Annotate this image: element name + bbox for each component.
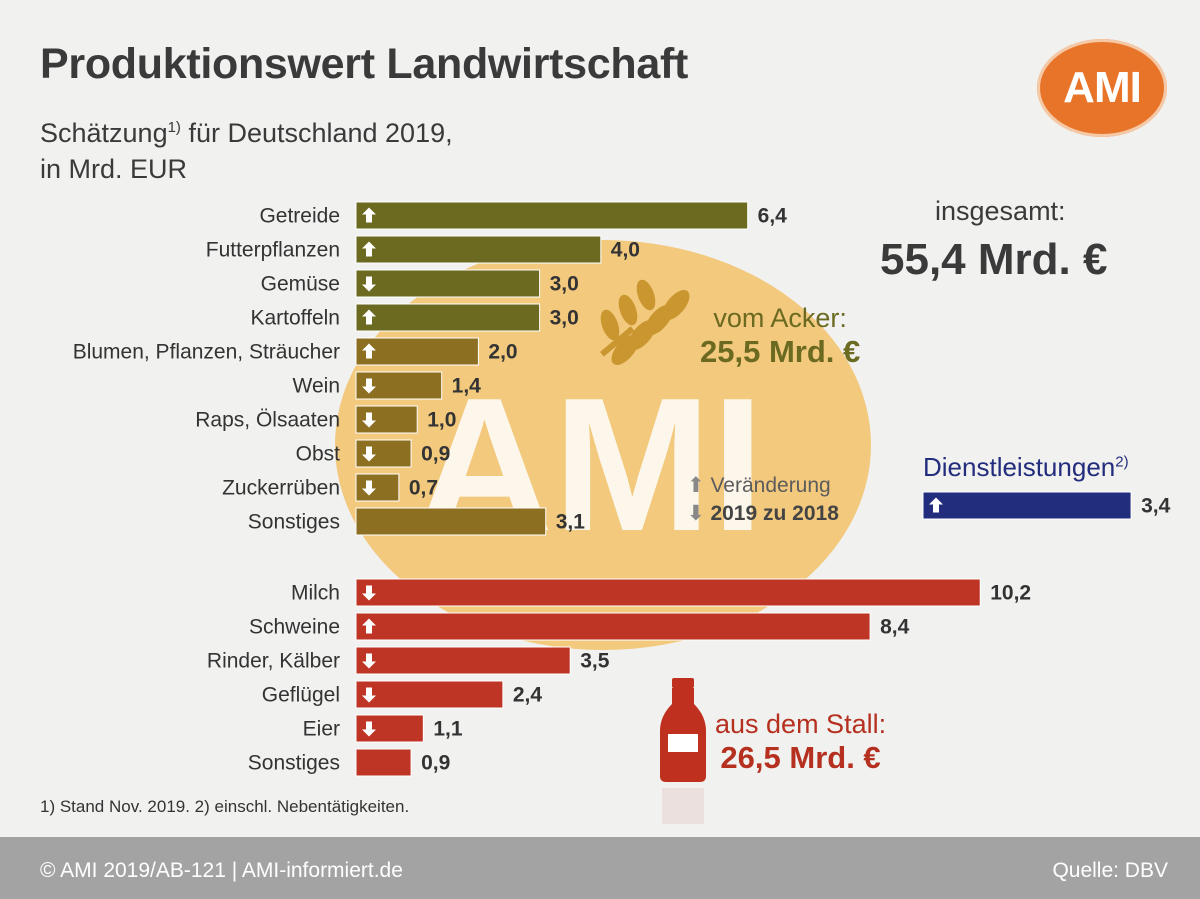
bar-acker-4 (355, 337, 479, 366)
value-label-stall-4: 1,1 (433, 718, 463, 741)
category-label-stall-1: Schweine (249, 616, 340, 639)
bar-acker-7-arrow-down-icon (362, 446, 376, 462)
total-value: 55,4 Mrd. € (880, 235, 1108, 284)
legend-down: ⬇ 2019 zu 2018 (687, 500, 839, 528)
bar-stall-2 (355, 646, 571, 675)
value-label-stall-5: 0,9 (421, 752, 450, 775)
category-label-acker-9: Sonstiges (248, 511, 340, 534)
bar-acker-0 (355, 201, 749, 230)
category-label-acker-8: Zuckerrüben (222, 477, 340, 500)
bar-acker-1-arrow-up-icon (362, 241, 376, 257)
value-label-stall-3: 2,4 (513, 684, 543, 707)
bar-dienst-0 (922, 491, 1132, 520)
bar-stall-1-arrow-up-icon (362, 618, 376, 634)
value-label-stall-1: 8,4 (880, 616, 910, 639)
chart-title: Produktionswert Landwirtschaft (40, 40, 689, 88)
stall-group-text: aus dem Stall: 26,5 Mrd. € (715, 709, 886, 776)
bar-stall-5 (355, 748, 412, 777)
subtitle-text: Schätzung (40, 118, 168, 148)
bar-acker-3 (355, 303, 541, 332)
category-label-acker-6: Raps, Ölsaaten (195, 409, 340, 432)
footer-copyright: © AMI 2019/AB-121 | AMI-informiert.de (40, 859, 403, 882)
bar-acker-6-arrow-down-icon (362, 412, 376, 428)
bar-acker-5-arrow-down-icon (362, 378, 376, 394)
bar-acker-7 (355, 439, 412, 468)
category-label-acker-0: Getreide (259, 205, 340, 228)
value-label-acker-4: 2,0 (488, 341, 517, 364)
category-label-stall-5: Sonstiges (248, 752, 340, 775)
bar-stall-2-arrow-down-icon (362, 653, 376, 669)
bar-acker-4-arrow-up-icon (362, 343, 376, 359)
subtitle-footnote-mark: 1) (167, 119, 181, 136)
total-label: insgesamt: (935, 196, 1066, 226)
value-label-acker-7: 0,9 (421, 443, 450, 466)
footer-bar: © AMI 2019/AB-121 | AMI-informiert.de Qu… (0, 837, 1200, 899)
category-label-acker-7: Obst (296, 443, 341, 466)
subtitle-unit: in Mrd. EUR (40, 154, 188, 184)
category-label-acker-3: Kartoffeln (250, 307, 340, 330)
subtitle-rest: für Deutschland 2019, (180, 118, 453, 148)
category-label-stall-0: Milch (291, 582, 340, 605)
bar-stall-0-arrow-down-icon (362, 585, 376, 601)
value-label-acker-3: 3,0 (550, 307, 579, 330)
category-label-acker-4: Blumen, Pflanzen, Sträucher (73, 341, 340, 364)
stall-value: 26,5 Mrd. € (720, 740, 881, 775)
ami-logo: AMI (1037, 39, 1167, 137)
stall-label: aus dem Stall: (715, 709, 887, 739)
bar-acker-2-arrow-down-icon (362, 276, 376, 292)
arrow-up-icon: ⬆ (687, 474, 705, 497)
value-label-stall-2: 3,5 (580, 650, 610, 673)
bar-stall-0 (355, 578, 981, 607)
category-label-stall-3: Geflügel (262, 684, 340, 707)
bar-stall-3 (355, 680, 504, 709)
category-label-acker-5: Wein (293, 375, 340, 398)
category-label-acker-2: Gemüse (261, 273, 340, 296)
value-label-stall-0: 10,2 (990, 582, 1031, 605)
value-label-acker-2: 3,0 (550, 273, 579, 296)
dienst-footnote-mark: 2) (1115, 453, 1129, 471)
bar-acker-1 (355, 235, 602, 264)
value-label-acker-8: 0,7 (409, 477, 438, 500)
dienst-label-text: Dienstleistungen (923, 452, 1116, 482)
bar-stall-4-arrow-down-icon (362, 721, 376, 737)
value-label-acker-0: 6,4 (758, 205, 788, 228)
dienst-label: Dienstleistungen2) (923, 452, 1129, 483)
arrow-down-icon: ⬇ (687, 502, 705, 525)
bar-stall-3-arrow-down-icon (362, 687, 376, 703)
footer-source: Quelle: DBV (1052, 859, 1168, 882)
value-label-acker-1: 4,0 (611, 239, 640, 262)
legend-up: ⬆ Veränderung (687, 472, 839, 500)
category-label-stall-2: Rinder, Kälber (207, 650, 340, 673)
bar-acker-9 (355, 507, 547, 536)
acker-label: vom Acker: (713, 303, 847, 333)
legend-up-text: Veränderung (710, 474, 831, 497)
value-label-acker-9: 3,1 (556, 511, 586, 534)
value-label-dienst-0: 3,4 (1141, 495, 1171, 518)
acker-value: 25,5 Mrd. € (700, 334, 861, 369)
bar-acker-6 (355, 405, 418, 434)
value-label-acker-5: 1,4 (452, 375, 482, 398)
chart-subtitle: Schätzung1) für Deutschland 2019, in Mrd… (40, 110, 453, 187)
legend-down-text: 2019 zu 2018 (710, 502, 839, 525)
value-label-acker-6: 1,0 (427, 409, 456, 432)
category-label-stall-4: Eier (303, 718, 340, 741)
change-legend: ⬆ Veränderung ⬇ 2019 zu 2018 (687, 472, 839, 528)
bar-dienst-0-arrow-up-icon (929, 497, 943, 513)
bar-acker-8-arrow-down-icon (362, 480, 376, 496)
bar-acker-2 (355, 269, 541, 298)
bar-acker-3-arrow-up-icon (362, 309, 376, 325)
bar-acker-8 (355, 473, 400, 502)
bar-acker-0-arrow-up-icon (362, 207, 376, 223)
acker-group-text: vom Acker: 25,5 Mrd. € (700, 303, 860, 370)
bar-stall-1 (355, 612, 871, 641)
category-label-acker-1: Futterpflanzen (206, 239, 340, 262)
logo-text: AMI (1063, 63, 1142, 112)
footnote: 1) Stand Nov. 2019. 2) einschl. Nebentät… (40, 797, 410, 816)
